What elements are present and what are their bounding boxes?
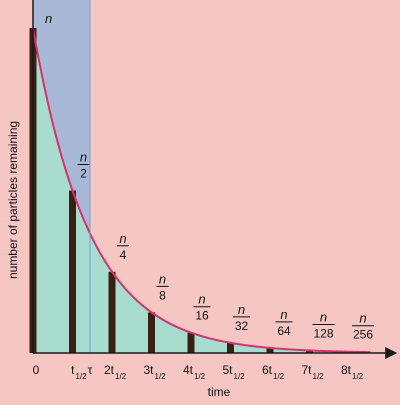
bar-label-numerator: n — [198, 292, 205, 307]
x-tick-label: 2t — [104, 363, 115, 377]
bar-label-denominator: 4 — [120, 248, 127, 262]
bar-label: n 128 — [312, 309, 335, 340]
bar — [227, 342, 234, 353]
x-tick: t 1/2 — [71, 363, 87, 381]
bar-label-denominator: 8 — [159, 288, 166, 302]
x-tick: 6t 1/2 — [262, 363, 285, 381]
decay-curve — [32, 27, 371, 354]
x-tick: 4t 1/2 — [183, 363, 206, 381]
x-tick: 5t 1/2 — [222, 363, 245, 381]
bar-label: n 64 — [275, 307, 293, 338]
bar-label: n4 — [117, 231, 129, 262]
x-axis-label: time — [208, 385, 231, 399]
x-tick-labels-group: 0 t 1/2 2t 1/2 3t 1/2 4t 1/2 5t 1/2 6t 1/2 7t 1/2 8t 1/2 — [33, 363, 364, 381]
x-tick-label: 5t — [222, 363, 233, 377]
area-under-curve — [33, 28, 371, 353]
bar-label-denominator: 2 — [80, 167, 87, 181]
bar-label: n 256 — [352, 311, 374, 342]
x-tick: 7t 1/2 — [301, 363, 324, 381]
x-tick-label: 4t — [183, 363, 194, 377]
bar — [148, 312, 155, 353]
bar-label-numerator: n — [238, 302, 245, 317]
bar-label-numerator: n — [45, 11, 52, 26]
x-tick-subscript: 1/2 — [273, 372, 285, 381]
x-tick-label: 6t — [262, 363, 273, 377]
bar — [187, 332, 195, 353]
x-tick-label: 8t — [341, 363, 352, 377]
bar-label-numerator: n — [280, 307, 287, 322]
x-tick-label: t — [71, 363, 75, 377]
x-tick-subscript: 1/2 — [234, 372, 246, 381]
y-axis-label: number of particles remaining — [6, 121, 20, 279]
bar-label: n 32 — [233, 302, 250, 333]
bar-label-numerator: n — [159, 271, 166, 286]
x-tick-subscript: 1/2 — [76, 372, 88, 381]
tau-label: τ — [88, 363, 93, 377]
bar-label-numerator: n — [80, 150, 87, 165]
bar-label-denominator: 64 — [277, 324, 291, 338]
x-tick-subscript: 1/2 — [352, 372, 364, 381]
x-tick: 0 — [33, 363, 40, 377]
bar — [266, 347, 274, 353]
x-tick-subscript: 1/2 — [155, 372, 167, 381]
bar-label: n2 — [77, 150, 90, 181]
bar — [108, 271, 116, 353]
bar-label-denominator: 32 — [235, 319, 249, 333]
x-tick-label: 0 — [33, 363, 40, 377]
x-tick: 3t 1/2 — [143, 363, 166, 381]
x-tick-label: 3t — [143, 363, 154, 377]
bar-label: n8 — [156, 271, 169, 302]
x-tick-subscript: 1/2 — [194, 372, 206, 381]
x-tick: 2t 1/2 — [104, 363, 127, 381]
bar-label-numerator: n — [320, 309, 327, 324]
bar-label-denominator: 256 — [353, 328, 373, 342]
bar-label: n 16 — [193, 292, 211, 323]
bar-label-denominator: 128 — [313, 326, 333, 340]
bar-label-denominator: 16 — [195, 309, 209, 323]
bar — [69, 190, 76, 353]
bar-label-numerator: n — [359, 311, 366, 326]
bar-label-numerator: n — [119, 231, 126, 246]
x-tick-subscript: 1/2 — [115, 372, 127, 381]
bar — [306, 350, 313, 353]
x-tick-subscript: 1/2 — [313, 372, 325, 381]
bar-label: n — [45, 11, 52, 26]
x-tick-label: 7t — [301, 363, 312, 377]
x-tick: 8t 1/2 — [341, 363, 364, 381]
